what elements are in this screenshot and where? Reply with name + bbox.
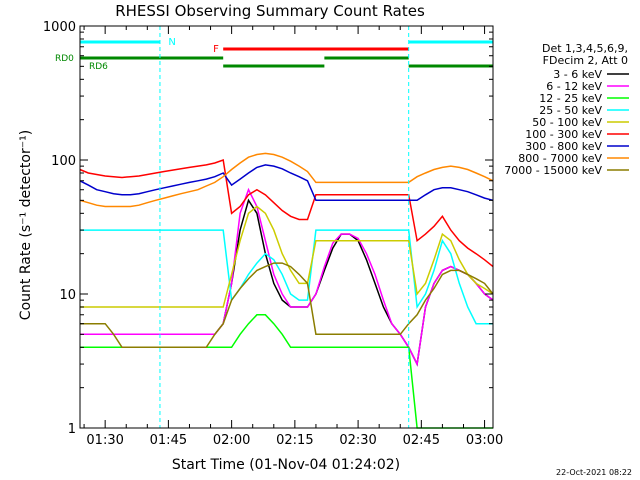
- x-tick-label: 01:45: [150, 433, 187, 448]
- legend-label-6: 300 - 800 keV: [525, 140, 602, 153]
- y-tick-label: 1000: [43, 20, 76, 35]
- series-line-7: [79, 152, 494, 208]
- legend-label-8: 7000 - 15000 keV: [504, 164, 602, 177]
- bar-label-rd6: RD6: [89, 62, 108, 72]
- legend-label-0: 3 - 6 keV: [553, 68, 602, 81]
- series-line-6: [79, 164, 494, 202]
- x-tick-label: 02:15: [276, 433, 313, 448]
- legend-header-line-1: Det 1,3,4,5,6,9,: [542, 42, 628, 55]
- y-tick-label: 100: [51, 154, 76, 169]
- x-tick-label: 02:30: [339, 433, 376, 448]
- chart-title: RHESSI Observing Summary Count Rates: [115, 2, 425, 20]
- footer-timestamp: 22-Oct-2021 08:22: [556, 468, 632, 477]
- segment-bars: N F RD0 RD6: [55, 26, 494, 428]
- axes: 1 10 100 1000 01:30 01:45 02:00 02:15 02:30 02:45…: [43, 20, 503, 448]
- y-tick-label: 1: [68, 422, 76, 437]
- series-line-5: [79, 158, 494, 268]
- legend-label-2: 12 - 25 keV: [539, 92, 602, 105]
- series-line-4: [79, 205, 494, 308]
- x-tick-label: 03:00: [466, 433, 503, 448]
- x-tick-label: 01:30: [86, 433, 123, 448]
- x-tick-label: 02:00: [213, 433, 250, 448]
- series-line-3: [79, 229, 493, 325]
- y-axis-title: Count Rate (s⁻¹ detector⁻¹): [18, 130, 34, 320]
- y-tick-label: 10: [59, 288, 76, 303]
- series-line-1: [79, 187, 494, 367]
- series-line-8: [79, 262, 494, 349]
- plot-frame: [79, 25, 494, 429]
- x-axis-title: Start Time (01-Nov-04 01:24:02): [172, 457, 400, 473]
- bar-label-f: F: [213, 44, 219, 55]
- bar-label-rd0: RD0: [55, 54, 74, 64]
- legend-label-7: 800 - 7000 keV: [518, 152, 602, 165]
- x-tick-label: 02:45: [403, 433, 440, 448]
- legend-label-1: 6 - 12 keV: [546, 80, 602, 93]
- legend-label-3: 25 - 50 keV: [539, 104, 602, 117]
- series-layer: [79, 152, 494, 429]
- legend-header-line-2: FDecim 2, Att 0: [543, 54, 628, 67]
- legend-label-4: 50 - 100 keV: [532, 116, 602, 129]
- bar-label-n: N: [168, 37, 175, 48]
- series-line-2: [79, 314, 493, 429]
- legend-label-5: 100 - 300 keV: [525, 128, 602, 141]
